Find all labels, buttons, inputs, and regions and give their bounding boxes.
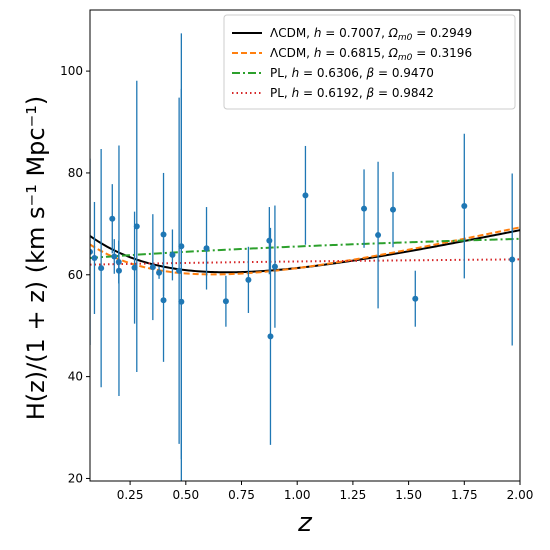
x-tick-label: 1.50	[395, 488, 422, 502]
series-line-2	[90, 237, 520, 259]
data-point	[91, 254, 98, 261]
model-curves	[90, 226, 520, 276]
data-point	[266, 237, 273, 244]
legend-box	[223, 14, 516, 110]
data-point	[271, 263, 278, 270]
data-point	[461, 203, 468, 210]
x-tick-label: 1.00	[284, 488, 311, 502]
data-point	[115, 267, 122, 274]
plot-frame	[89, 9, 521, 482]
x-tick-label: 0.75	[228, 488, 255, 502]
data-point	[222, 298, 229, 305]
y-tick-label: 60	[68, 268, 83, 282]
legend-label-1: ΛCDM, h = 0.6815, Ωm0 = 0.3196	[270, 46, 472, 63]
data-points	[90, 33, 516, 481]
x-axis-label: z	[297, 508, 313, 538]
data-point	[98, 265, 105, 272]
x-tick-label: 0.50	[172, 488, 199, 502]
data-point	[302, 192, 309, 199]
data-point	[109, 215, 116, 222]
data-point	[375, 232, 382, 239]
data-point	[509, 256, 516, 263]
x-tick-label: 1.25	[340, 488, 367, 502]
data-point	[115, 259, 122, 266]
data-point	[160, 231, 167, 238]
data-point	[133, 223, 140, 230]
data-point	[203, 245, 210, 252]
data-point	[111, 253, 118, 260]
series-line-1	[90, 226, 520, 276]
data-point	[131, 264, 138, 271]
legend-label-0: ΛCDM, h = 0.7007, Ωm0 = 0.2949	[270, 26, 472, 43]
data-point	[149, 264, 156, 271]
x-tick-label: 0.25	[117, 488, 144, 502]
data-point	[156, 269, 163, 276]
legend: ΛCDM, h = 0.7007, Ωm0 = 0.2949 ΛCDM, h = …	[223, 14, 516, 110]
y-tick-label: 80	[68, 166, 83, 180]
data-point	[90, 248, 93, 255]
x-tick-label: 1.75	[451, 488, 478, 502]
data-point	[412, 295, 419, 302]
legend-label-2: PL, h = 0.6306, β = 0.9470	[270, 66, 434, 80]
y-tick-label: 40	[68, 370, 83, 384]
data-point	[169, 251, 176, 258]
legend-label-3: PL, h = 0.6192, β = 0.9842	[270, 86, 434, 100]
data-point	[245, 276, 252, 283]
data-point	[361, 205, 368, 212]
data-point	[267, 333, 274, 340]
data-point	[178, 243, 185, 250]
y-tick-label: 20	[68, 471, 83, 485]
x-tick-label: 2.00	[507, 488, 534, 502]
data-point	[178, 298, 185, 305]
y-axis: 20 40 60 80 100	[60, 64, 90, 485]
data-point	[176, 267, 183, 274]
x-axis: 0.25 0.50 0.75 1.00 1.25 1.50 1.75 2.00	[117, 481, 534, 502]
y-tick-label: 100	[60, 64, 83, 78]
data-point	[160, 297, 167, 304]
data-point	[390, 206, 397, 213]
y-axis-label: H(z)/(1 + z) (km s⁻¹ Mpc⁻¹)	[22, 96, 50, 421]
